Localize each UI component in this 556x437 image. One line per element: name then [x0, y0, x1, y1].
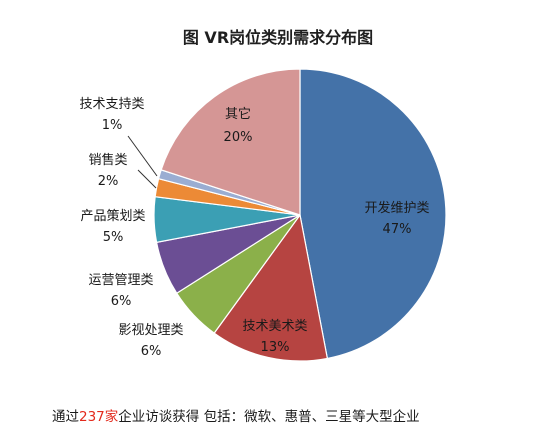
- slice-percent: 2%: [97, 174, 119, 189]
- slice-percent: 1%: [101, 118, 123, 133]
- slice-label-video: 影视处理类 6%: [108, 322, 194, 360]
- slice-percent: 20%: [223, 130, 253, 145]
- slice-label-ops: 运营管理类 6%: [78, 272, 164, 310]
- slice-label-other: 其它 20%: [208, 106, 268, 146]
- footer-prefix: 通过: [52, 409, 79, 425]
- pie-slice: [160, 68, 301, 216]
- chart-title: 图 VR岗位类别需求分布图: [182, 28, 374, 47]
- footer-note: 通过237家企业访谈获得 包括：微软、惠普、三星等大型企业: [52, 405, 420, 425]
- slice-name: 销售类: [88, 153, 128, 168]
- slice-label-tech-art: 技术美术类 13%: [230, 318, 320, 356]
- slice-percent: 47%: [382, 222, 412, 237]
- leader-line: [127, 135, 158, 177]
- slice-name: 开发维护类: [364, 201, 430, 216]
- slice-label-sales: 销售类 2%: [78, 152, 138, 190]
- slice-name: 技术美术类: [242, 319, 308, 334]
- slice-label-product: 产品策划类 5%: [70, 208, 156, 246]
- slice-name: 运营管理类: [88, 273, 154, 288]
- pie-slice: [213, 213, 329, 362]
- slice-label-dev: 开发维护类 47%: [352, 200, 442, 238]
- slice-percent: 6%: [140, 344, 162, 359]
- footer-suffix: 企业访谈获得 包括：微软、惠普、三星等大型企业: [118, 409, 420, 425]
- leader-line: [137, 169, 157, 189]
- slice-name: 技术支持类: [79, 97, 145, 112]
- slice-percent: 13%: [260, 340, 290, 355]
- slice-label-support: 技术支持类 1%: [62, 96, 162, 134]
- slice-name: 影视处理类: [118, 323, 184, 338]
- footer-highlight: 237家: [79, 409, 119, 425]
- pie-slice: [299, 68, 447, 360]
- slice-name: 其它: [224, 107, 251, 122]
- slice-percent: 5%: [102, 230, 124, 245]
- slice-percent: 6%: [110, 294, 132, 309]
- slice-name: 产品策划类: [80, 209, 146, 224]
